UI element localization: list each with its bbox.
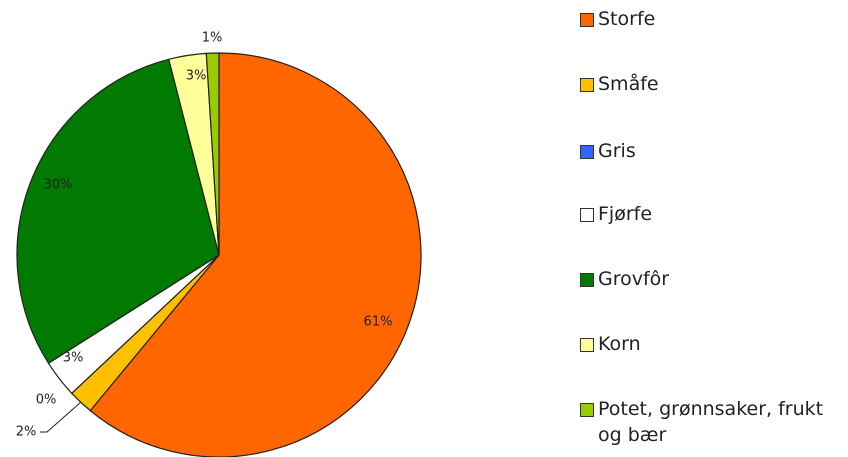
legend-swatch <box>580 145 594 159</box>
data-label: 0% <box>36 393 57 408</box>
legend-swatch <box>580 13 594 27</box>
data-label: 3% <box>63 351 84 366</box>
legend-swatch <box>580 78 594 92</box>
legend-item: Korn <box>580 331 840 357</box>
leader-line <box>40 401 82 433</box>
legend-swatch <box>580 338 594 352</box>
legend-label: Potet, grønnsaker, frukt og bær <box>598 398 824 446</box>
pie-slice <box>16 58 220 365</box>
legend-item: Småfe <box>580 71 840 97</box>
legend-swatch <box>580 208 594 222</box>
legend-label: Storfe <box>598 8 656 30</box>
legend-item: Gris <box>580 138 840 164</box>
data-label: 30% <box>44 178 73 193</box>
legend-swatch <box>580 273 594 287</box>
legend-label: Småfe <box>598 73 659 95</box>
data-label: 2% <box>16 425 37 440</box>
pie-slice <box>89 52 422 457</box>
legend-swatch <box>580 403 594 417</box>
legend-label: Grovfôr <box>598 268 670 290</box>
legend-item: Storfe <box>580 6 840 32</box>
chart: 61% 2% 0% 3% 30% 3% 1% <box>16 31 422 457</box>
legend-item: Fjørfe <box>580 201 840 227</box>
pie-slice <box>205 52 220 256</box>
legend-label: Fjørfe <box>598 203 653 225</box>
data-label: 1% <box>202 31 223 46</box>
data-label: 3% <box>186 69 207 84</box>
data-label: 61% <box>364 315 393 330</box>
legend-item: Potet, grønnsaker, frukt og bær <box>580 396 840 448</box>
legend-label: Korn <box>598 333 641 355</box>
legend-item: Grovfôr <box>580 266 840 292</box>
legend-label: Gris <box>598 140 636 162</box>
